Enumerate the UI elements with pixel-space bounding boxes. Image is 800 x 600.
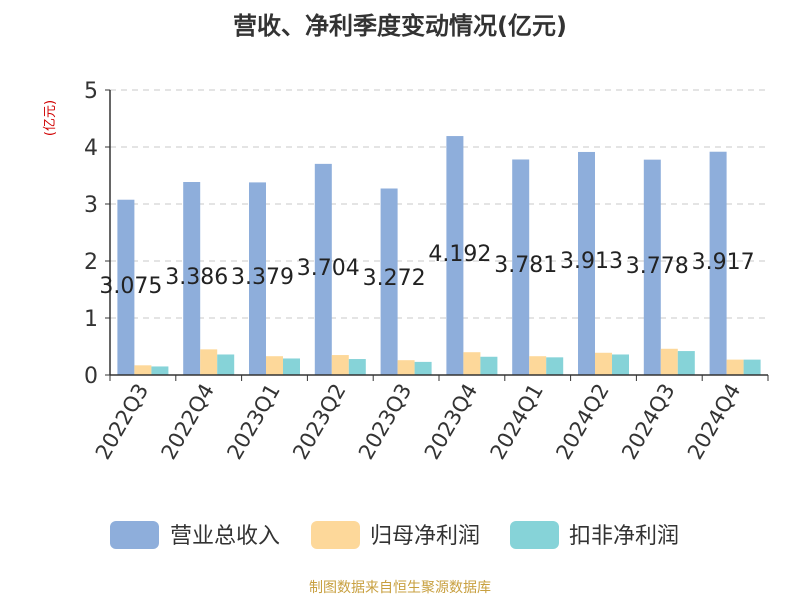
legend-swatch[interactable] (110, 521, 159, 549)
bar[interactable] (200, 349, 218, 375)
data-label: 3.075 (99, 274, 162, 299)
bar[interactable] (314, 163, 332, 375)
data-label: 3.778 (626, 254, 689, 279)
bar[interactable] (134, 365, 152, 375)
x-tick-label: 2024Q3 (617, 380, 679, 464)
bar[interactable] (677, 351, 695, 375)
data-label: 3.781 (494, 253, 557, 278)
bar[interactable] (643, 159, 661, 375)
x-tick-label: 2023Q3 (354, 380, 416, 464)
legend[interactable]: 营业总收入 归母净利润 扣非净利润 (110, 521, 679, 549)
legend-label[interactable]: 归母净利润 (370, 524, 480, 549)
bar[interactable] (183, 181, 201, 375)
bar[interactable] (546, 357, 564, 375)
data-label: 3.386 (165, 265, 228, 290)
bar[interactable] (117, 199, 135, 375)
y-tick-label: 0 (84, 364, 98, 389)
x-tick-label: 2023Q1 (222, 380, 284, 464)
bar[interactable] (414, 361, 432, 375)
legend-swatch[interactable] (311, 521, 360, 549)
bar[interactable] (446, 136, 464, 375)
bar[interactable] (380, 188, 398, 375)
data-label: 3.704 (297, 256, 360, 281)
bars (117, 136, 761, 375)
bar[interactable] (331, 355, 349, 375)
bar[interactable] (151, 366, 169, 375)
y-tick-label: 5 (84, 79, 98, 104)
bar[interactable] (612, 354, 629, 375)
x-tick-label: 2024Q1 (486, 380, 548, 464)
bar[interactable] (743, 359, 761, 375)
y-tick-label: 4 (84, 136, 98, 161)
bar[interactable] (348, 359, 366, 375)
bar[interactable] (283, 358, 300, 375)
y-tick-label: 2 (84, 250, 98, 275)
bar[interactable] (480, 356, 498, 375)
bar[interactable] (529, 356, 547, 375)
data-label: 3.913 (560, 249, 623, 274)
legend-swatch[interactable] (510, 521, 559, 549)
data-label: 3.379 (231, 265, 294, 290)
chart-title: 营收、净利季度变动情况(亿元) (233, 12, 567, 40)
bar[interactable] (660, 348, 678, 375)
bar[interactable] (217, 354, 235, 375)
source-note: 制图数据来自恒生聚源数据库 (309, 580, 491, 596)
legend-label[interactable]: 营业总收入 (170, 524, 280, 549)
bar[interactable] (709, 151, 727, 375)
data-label: 3.917 (692, 250, 755, 275)
x-tick-label: 2024Q2 (551, 380, 613, 464)
y-tick-label: 1 (84, 307, 98, 332)
x-tick-label: 2022Q3 (91, 380, 153, 464)
bar[interactable] (578, 151, 595, 375)
bar[interactable] (249, 182, 266, 375)
bar[interactable] (595, 352, 612, 375)
bar[interactable] (512, 159, 530, 375)
bar[interactable] (463, 352, 481, 375)
y-axis-label: (亿元) (43, 100, 58, 136)
x-tick-label: 2024Q4 (683, 380, 745, 464)
y-tick-label: 3 (84, 193, 98, 218)
legend-label[interactable]: 扣非净利润 (569, 524, 679, 549)
data-label: 4.192 (428, 242, 491, 267)
x-tick-label: 2023Q4 (420, 380, 482, 464)
bar[interactable] (726, 359, 744, 375)
x-tick-label: 2023Q2 (288, 380, 350, 464)
data-label: 3.272 (363, 266, 426, 291)
x-tick-label: 2022Q4 (157, 380, 219, 464)
bar[interactable] (397, 360, 415, 375)
bar[interactable] (266, 356, 283, 375)
